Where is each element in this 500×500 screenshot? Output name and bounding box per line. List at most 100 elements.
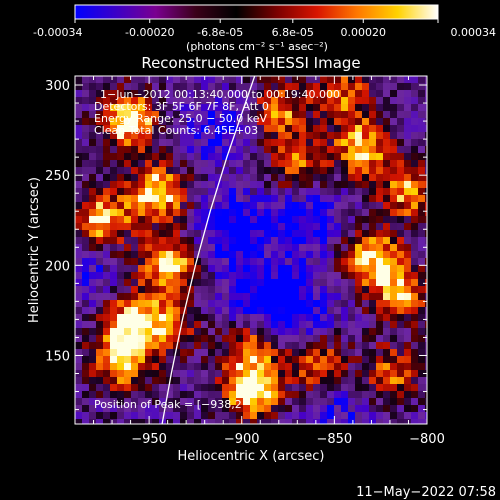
heatmap-cell: [201, 279, 209, 287]
heatmap-cell: [306, 300, 314, 308]
heatmap-cell: [292, 314, 300, 322]
heatmap-cell: [110, 335, 118, 343]
heatmap-cell: [124, 419, 132, 424]
heatmap-cell: [152, 293, 160, 301]
heatmap-cell: [82, 356, 90, 364]
heatmap-cell: [103, 83, 111, 91]
heatmap-cell: [425, 76, 427, 84]
heatmap-cell: [411, 146, 419, 154]
heatmap-cell: [159, 230, 167, 238]
heatmap-cell: [264, 139, 272, 147]
heatmap-cell: [292, 195, 300, 203]
heatmap-cell: [250, 377, 258, 385]
heatmap-cell: [250, 286, 258, 294]
heatmap-cell: [222, 251, 230, 259]
heatmap-cell: [306, 391, 314, 399]
heatmap-cell: [320, 419, 328, 424]
heatmap-cell: [264, 216, 272, 224]
heatmap-cell: [362, 244, 370, 252]
heatmap-cell: [89, 349, 97, 357]
y-tick-label: 150: [45, 349, 70, 364]
heatmap-cell: [278, 321, 286, 329]
heatmap-cell: [341, 167, 349, 175]
heatmap-cell: [131, 398, 139, 406]
heatmap-cell: [390, 258, 398, 266]
heatmap-cell: [320, 300, 328, 308]
heatmap-cell: [89, 244, 97, 252]
heatmap-cell: [215, 118, 223, 126]
heatmap-cell: [257, 391, 265, 399]
heatmap-cell: [271, 244, 279, 252]
heatmap-cell: [201, 209, 209, 217]
heatmap-cell: [103, 314, 111, 322]
heatmap-cell: [152, 286, 160, 294]
heatmap-cell: [425, 412, 427, 420]
heatmap-cell: [215, 398, 223, 406]
heatmap-cell: [369, 363, 377, 371]
heatmap-cell: [124, 97, 132, 105]
heatmap-cell: [117, 328, 125, 336]
heatmap-cell: [131, 188, 139, 196]
heatmap-cell: [124, 265, 132, 273]
heatmap-cell: [173, 286, 181, 294]
heatmap-cell: [82, 202, 90, 210]
heatmap-cell: [327, 132, 335, 140]
heatmap-cell: [124, 111, 132, 119]
heatmap-cell: [418, 223, 426, 231]
heatmap-cell: [243, 195, 251, 203]
heatmap-cell: [138, 118, 146, 126]
heatmap-cell: [243, 321, 251, 329]
heatmap-cell: [124, 328, 132, 336]
heatmap-cell: [229, 391, 237, 399]
heatmap-cell: [271, 314, 279, 322]
heatmap-cell: [173, 83, 181, 91]
heatmap-cell: [327, 244, 335, 252]
heatmap-cell: [187, 251, 195, 259]
heatmap-cell: [180, 342, 188, 350]
heatmap-cell: [278, 405, 286, 413]
heatmap-cell: [250, 335, 258, 343]
heatmap-cell: [89, 307, 97, 315]
heatmap-cell: [236, 104, 244, 112]
heatmap-cell: [376, 181, 384, 189]
heatmap-cell: [390, 293, 398, 301]
heatmap-cell: [376, 398, 384, 406]
heatmap-cell: [243, 342, 251, 350]
heatmap-cell: [187, 307, 195, 315]
heatmap-cell: [264, 167, 272, 175]
heatmap-cell: [257, 174, 265, 182]
heatmap-cell: [124, 230, 132, 238]
heatmap-cell: [390, 391, 398, 399]
heatmap-cell: [257, 405, 265, 413]
heatmap-cell: [390, 335, 398, 343]
heatmap-cell: [236, 111, 244, 119]
heatmap-cell: [152, 363, 160, 371]
heatmap-cell: [341, 391, 349, 399]
heatmap-cell: [306, 174, 314, 182]
heatmap-cell: [159, 104, 167, 112]
heatmap-cell: [222, 363, 230, 371]
heatmap-cell: [271, 356, 279, 364]
heatmap-cell: [117, 370, 125, 378]
heatmap-cell: [425, 230, 427, 238]
heatmap-cell: [383, 335, 391, 343]
heatmap-cell: [229, 272, 237, 280]
heatmap-cell: [159, 111, 167, 119]
heatmap-cell: [124, 209, 132, 217]
heatmap-cell: [166, 146, 174, 154]
heatmap-cell: [215, 286, 223, 294]
heatmap-cell: [103, 139, 111, 147]
heatmap-cell: [341, 216, 349, 224]
heatmap-cell: [159, 363, 167, 371]
heatmap-cell: [334, 216, 342, 224]
heatmap-cell: [348, 223, 356, 231]
heatmap-cell: [180, 111, 188, 119]
heatmap-cell: [89, 300, 97, 308]
heatmap-cell: [96, 146, 104, 154]
heatmap-cell: [299, 90, 307, 98]
heatmap-cell: [131, 349, 139, 357]
heatmap-cell: [250, 230, 258, 238]
heatmap-cell: [166, 279, 174, 287]
heatmap-cell: [376, 349, 384, 357]
heatmap-cell: [166, 412, 174, 420]
